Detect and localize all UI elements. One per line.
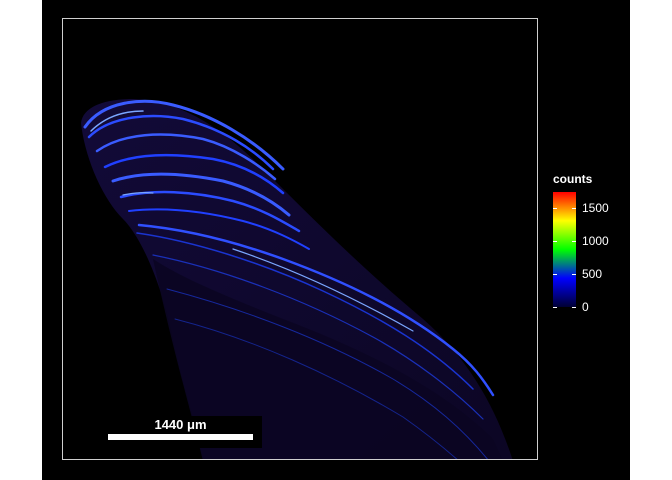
colorbar-tick: [553, 208, 557, 210]
scale-bar: 1440 μm: [105, 416, 262, 448]
colorbar-tick-label: 500: [582, 267, 603, 282]
colorbar-tick: [553, 274, 557, 276]
scale-bar-label: 1440 μm: [154, 417, 207, 432]
colorbar-tick: [553, 241, 557, 243]
colorbar-tick-label: 0: [582, 300, 589, 314]
colorbar-tick: [572, 208, 576, 210]
colorbar-tick: [553, 307, 557, 308]
colorbar-tick: [572, 274, 576, 276]
colorbar: [553, 192, 576, 307]
ion-image-panel[interactable]: [62, 18, 538, 460]
legend-title: counts: [553, 172, 593, 186]
scale-bar-line: [108, 434, 253, 440]
colorbar-tick-label: 1500: [582, 201, 609, 216]
colorbar-tick: [572, 241, 576, 243]
sample-lower: [153, 259, 503, 459]
colorbar-tick: [572, 307, 576, 308]
colorbar-tick-label: 1000: [582, 234, 609, 249]
ion-image: [81, 99, 513, 459]
